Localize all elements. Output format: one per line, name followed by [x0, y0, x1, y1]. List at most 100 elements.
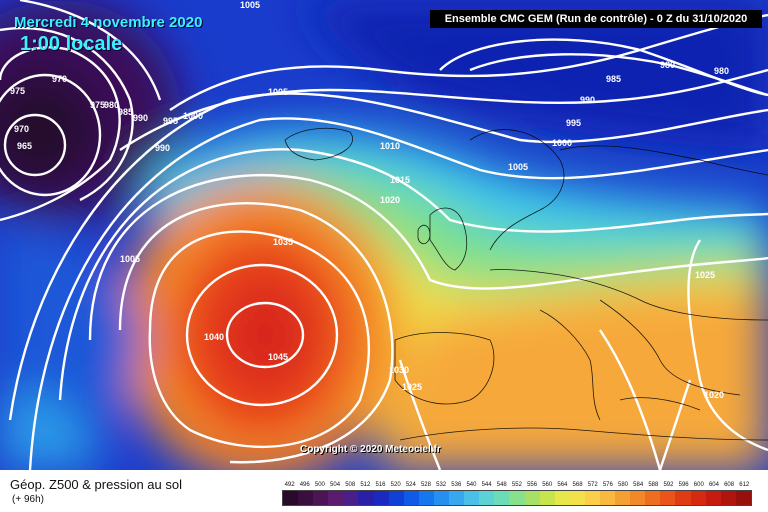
copyright-notice: Copyright © 2020 Meteociel.fr: [300, 444, 441, 455]
scale-label: 552: [511, 482, 522, 488]
weather-map: 1005 970 975 975 980 985 990 995 1000 97…: [0, 0, 768, 470]
isobar-label: 970: [52, 74, 67, 84]
isobar-label: 980: [104, 100, 119, 110]
scale-label: 532: [436, 482, 447, 488]
scale-label: 568: [572, 482, 583, 488]
scale-label: 592: [663, 482, 674, 488]
isobar-label: 1020: [704, 390, 724, 400]
scale-label: 560: [542, 482, 553, 488]
isobar-label: 990: [133, 113, 148, 123]
isobar-label: 975: [10, 86, 25, 96]
isobar-label: 1025: [695, 270, 715, 280]
color-scale: 492 496 500 504 508 512 516 520 524 528 532 536 540 5…: [282, 480, 752, 508]
isobar-label: 1010: [380, 141, 400, 151]
isobar-label: 980: [660, 60, 675, 70]
isobar-label: 995: [566, 118, 581, 128]
scale-labels: 492 496 500 504 508 512 516 520 524 528 532 536 540 5…: [282, 480, 752, 490]
isobar-label: 1015: [390, 175, 410, 185]
scale-label: 512: [360, 482, 371, 488]
isobar-label: 1040: [204, 332, 224, 342]
scale-swatch: [584, 491, 600, 505]
isobar-label: 1035: [273, 237, 293, 247]
legend-footer: Géop. Z500 & pression au sol (+ 96h) 492…: [0, 470, 768, 512]
isobar-label: 995: [163, 116, 178, 126]
legend-title: Géop. Z500 & pression au sol: [10, 477, 182, 492]
scale-swatch: [358, 491, 374, 505]
isobar-label: 965: [17, 141, 32, 151]
scale-swatch: [479, 491, 495, 505]
scale-label: 596: [678, 482, 689, 488]
model-run-info: Ensemble CMC GEM (Run de contrôle) - 0 Z…: [430, 10, 762, 28]
coastlines: [284, 127, 768, 441]
scale-swatch: [464, 491, 480, 505]
scale-swatch: [660, 491, 676, 505]
scale-label: 540: [466, 482, 477, 488]
isobar-label: 985: [606, 74, 621, 84]
isobar-label: 990: [580, 95, 595, 105]
forecast-date: Mercredi 4 novembre 2020: [14, 14, 203, 31]
scale-label: 608: [724, 482, 735, 488]
scale-swatch: [599, 491, 616, 505]
isobar-label: 975: [90, 100, 105, 110]
legend-subtitle: (+ 96h): [12, 494, 44, 505]
isobar-labels: 1005 970 975 975 980 985 990 995 1000 97…: [10, 0, 729, 400]
scale-label: 604: [708, 482, 719, 488]
scale-label: 612: [739, 482, 750, 488]
scale-label: 504: [330, 482, 341, 488]
isobar-label: 985: [118, 107, 133, 117]
scale-swatch: [283, 491, 299, 505]
isobar-label: 1005: [268, 87, 288, 97]
scale-swatch: [705, 491, 721, 505]
isobar-label: 970: [14, 124, 29, 134]
isobar-lines: [0, 0, 768, 470]
scale-swatch: [373, 491, 389, 505]
scale-swatch: [569, 491, 585, 505]
scale-label: 528: [420, 482, 431, 488]
scale-swatch: [720, 491, 736, 505]
isobar-label: 1020: [380, 195, 400, 205]
scale-label: 508: [345, 482, 356, 488]
scale-swatch: [449, 491, 465, 505]
scale-swatch: [328, 491, 344, 505]
isobar-label: 1000: [183, 111, 203, 121]
scale-label: 544: [481, 482, 492, 488]
scale-label: 536: [451, 482, 462, 488]
scale-swatch: [675, 491, 691, 505]
isobar-label: 1030: [389, 365, 409, 375]
scale-swatch: [509, 491, 525, 505]
scale-label: 492: [284, 482, 295, 488]
isobar-label: 1005: [508, 162, 528, 172]
isobar-label: 1000: [552, 138, 572, 148]
isobar-label: 980: [714, 66, 729, 76]
scale-label: 564: [557, 482, 568, 488]
scale-swatch: [615, 491, 631, 505]
scale-swatch: [313, 491, 329, 505]
scale-label: 500: [314, 482, 325, 488]
scale-swatch: [298, 491, 314, 505]
scale-swatch: [690, 491, 706, 505]
scale-label: 520: [390, 482, 401, 488]
scale-swatch: [524, 491, 540, 505]
isobar-label: 1005: [120, 254, 140, 264]
forecast-local-time: 1:00 locale: [20, 33, 123, 55]
scale-swatch: [433, 491, 450, 505]
isobar-label: 1005: [240, 0, 260, 10]
scale-label: 524: [405, 482, 416, 488]
scale-swatch: [554, 491, 570, 505]
scale-label: 548: [496, 482, 507, 488]
isobar-label: 1025: [402, 382, 422, 392]
scale-label: 572: [587, 482, 598, 488]
scale-label: 556: [527, 482, 538, 488]
scale-label: 580: [618, 482, 629, 488]
scale-label: 584: [633, 482, 644, 488]
scale-label: 516: [375, 482, 386, 488]
scale-swatch: [735, 491, 751, 505]
scale-swatch: [403, 491, 419, 505]
scale-swatch: [539, 491, 555, 505]
scale-bar: [282, 490, 752, 506]
isobar-label: 1045: [268, 352, 288, 362]
scale-swatch: [494, 491, 510, 505]
scale-swatch: [645, 491, 661, 505]
scale-swatch: [388, 491, 404, 505]
scale-swatch: [418, 491, 434, 505]
